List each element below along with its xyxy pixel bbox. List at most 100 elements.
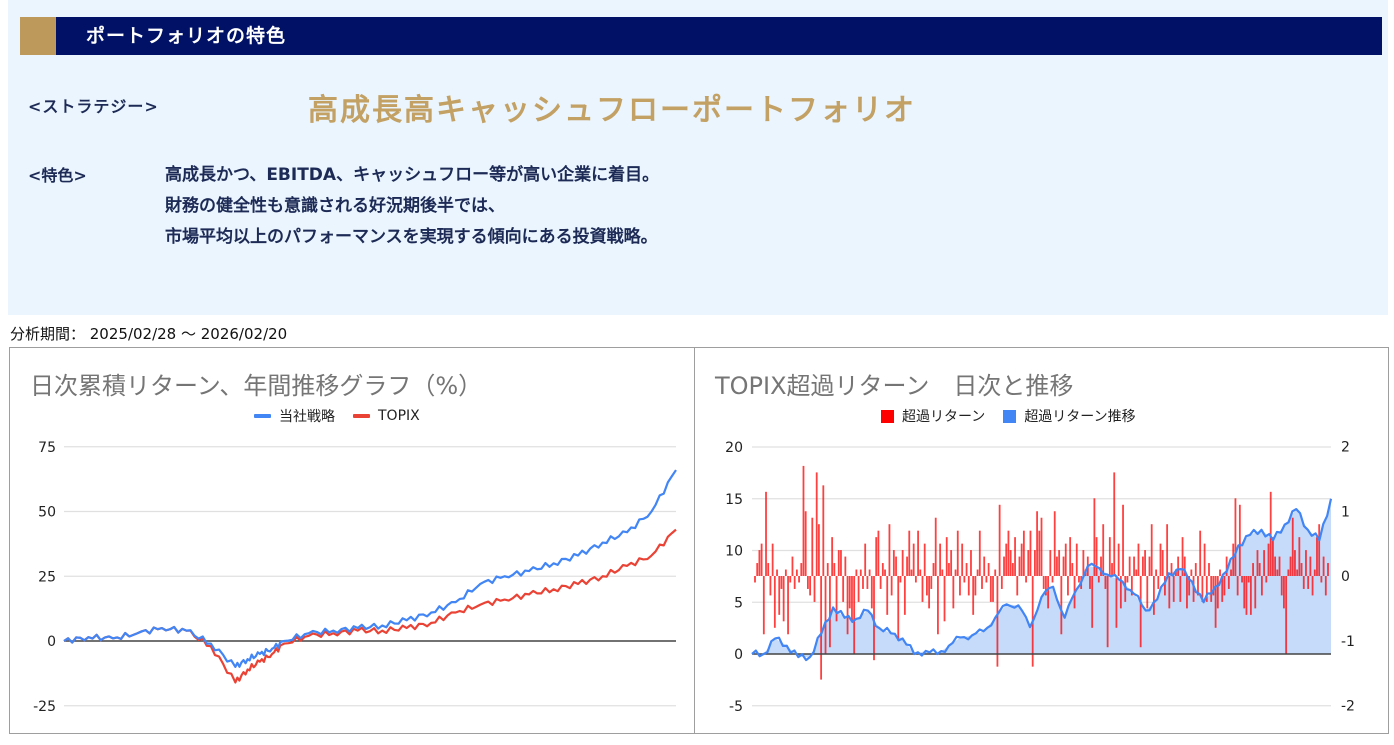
excess-return-bar [1291,517,1294,576]
excess-return-bar [1007,530,1010,576]
excess-return-bar [818,524,820,576]
excess-return-bar [780,576,783,589]
excess-return-bar [903,576,906,615]
legend-item-strategy[interactable]: 当社戦略 [254,406,335,426]
excess-return-bar [1075,543,1078,576]
analysis-period: 分析期間： 2025/02/28 ～ 2026/02/20 [10,325,288,343]
excess-return-bar [824,576,827,654]
excess-return-bar [1022,530,1025,576]
y-axis-left-tick: 0 [734,647,743,663]
excess-return-bar [1042,576,1045,589]
excess-return-bar [1263,550,1265,576]
excess-return-bar [833,563,836,576]
excess-return-bar [1269,491,1272,576]
excess-return-bar [1300,563,1303,576]
excess-return-bar [989,576,992,602]
excess-return-bar [1194,563,1197,576]
excess-return-bar [1190,569,1193,576]
excess-return-bar [1172,576,1175,602]
excess-return-bar [1254,576,1257,609]
excess-return-bar [884,569,886,576]
excess-return-bar [1230,569,1232,576]
excess-return-bar [1274,556,1277,576]
excess-return-bar [1175,569,1177,576]
excess-return-bar [910,569,913,576]
excess-return-bar [1289,556,1292,576]
excess-return-bar [994,569,997,576]
excess-return-bar [888,524,891,576]
excess-return-bar [1102,524,1105,576]
excess-return-bar [1038,530,1041,576]
excess-return-bar [1316,537,1318,576]
excess-return-bar [1027,550,1030,576]
excess-return-bar [974,576,977,596]
legend-item-topix[interactable]: TOPIX [353,408,420,424]
excess-return-bar [793,576,796,589]
excess-return-bar [1051,576,1054,583]
excess-return-bar [963,576,966,583]
excess-return-bar [937,576,939,635]
excess-return-bar [1126,576,1129,583]
excess-return-bar [1020,543,1023,576]
excess-return-bar [1137,543,1140,576]
excess-return-bar [1302,576,1305,589]
excess-return-bar [857,576,860,602]
excess-return-bar [776,569,778,576]
excess-return-bar [906,556,908,576]
excess-return-bar [844,556,847,576]
excess-return-bar [959,576,961,596]
excess-return-bar [1313,569,1316,576]
excess-return-bar [1307,576,1310,589]
excess-return-bar [1062,556,1065,576]
excess-return-bar [1029,530,1032,576]
excess-return-bar [1122,504,1124,576]
excess-return-bar [798,576,800,583]
excess-return-bar [1219,569,1221,576]
excess-return-bar [795,569,798,576]
excess-return-bar [1265,576,1268,583]
y-axis-right-tick: -2 [1341,699,1355,715]
legend-label: TOPIX [378,408,420,424]
excess-return-bar [901,550,904,576]
excess-return-bar [1049,550,1052,576]
excess-return-bar [1183,556,1186,576]
excess-return-bar [1201,576,1204,602]
excess-return-bar [831,537,834,576]
excess-return-bar [815,472,818,576]
excess-return-bar [1322,556,1325,576]
excess-return-bar [1146,576,1149,609]
excess-return-bar [972,576,975,615]
excess-return-bar [1249,576,1252,615]
excess-return-bar [1186,576,1188,609]
legend-item-excess-cumulative[interactable]: 超過リターン推移 [1003,406,1136,426]
excess-return-bar [1148,556,1151,576]
excess-return-bar [1280,576,1283,596]
excess-return-bar [1161,550,1164,576]
excess-return-bar [1157,576,1160,589]
excess-return-bar [1247,576,1250,583]
excess-return-bar [789,576,792,583]
excess-return-bar [784,569,787,576]
excess-return-bar [1036,511,1038,576]
excess-return-bar [1141,556,1144,576]
excess-return-bar [1252,563,1254,576]
excess-return-bar [1113,472,1116,576]
excess-return-bar [1159,543,1162,576]
excess-return-bar [855,569,858,576]
legend-item-excess-return[interactable]: 超過リターン [881,406,985,426]
excess-return-bar [1064,543,1067,576]
excess-return-bar [987,563,990,576]
excess-return-bar [1258,563,1261,576]
excess-return-bar [1181,537,1184,576]
excess-return-bar [985,576,988,583]
excess-return-bar [842,576,845,602]
excess-return-bar [848,576,851,609]
excess-return-bar [1047,576,1050,609]
excess-return-bar [1296,569,1299,576]
excess-return-bar [771,543,774,576]
excess-return-bar [1311,576,1314,596]
excess-return-bar [1243,576,1246,609]
excess-return-bar [912,543,915,576]
excess-return-bar [1205,576,1208,602]
excess-return-bar [1214,576,1217,628]
